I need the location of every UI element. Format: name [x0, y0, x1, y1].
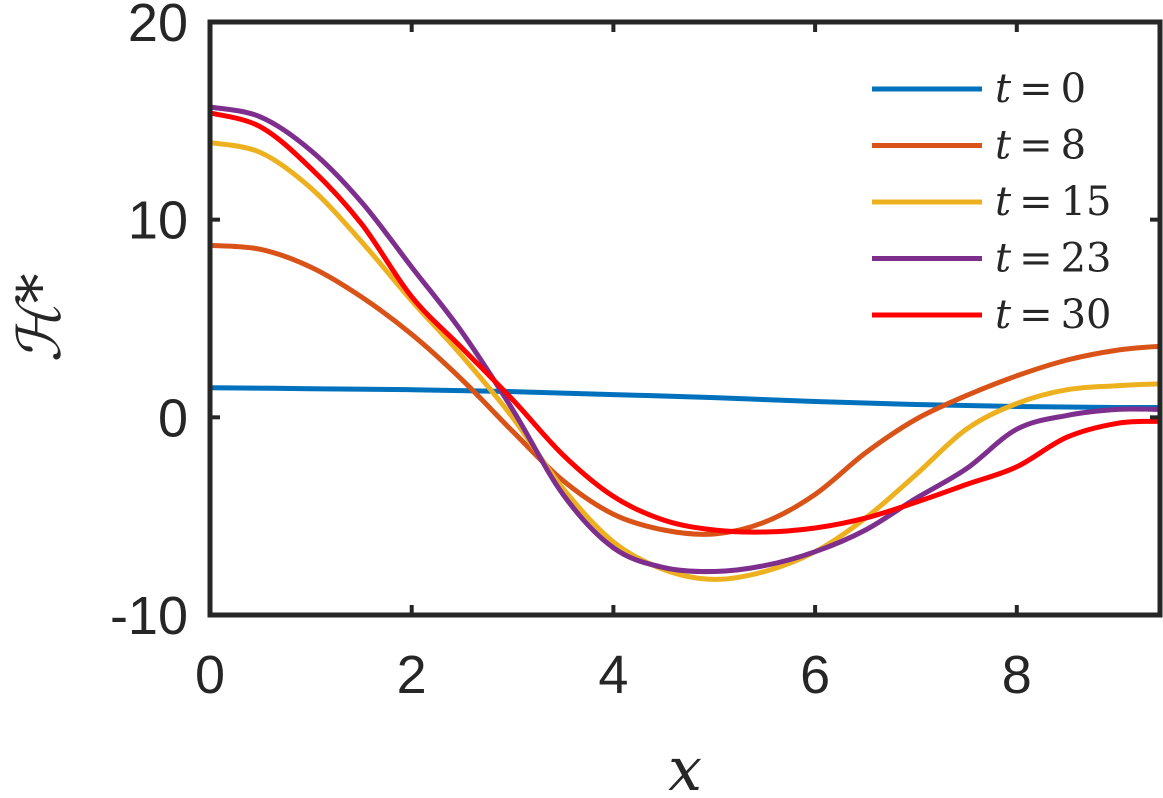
- legend-label: t = 0: [995, 66, 1086, 112]
- y-tick-label: 10: [128, 191, 188, 251]
- legend-label: t = 23: [995, 236, 1111, 282]
- x-tick-label: 8: [1002, 645, 1032, 705]
- x-tick-label: 4: [598, 645, 628, 705]
- plot-area: [210, 22, 1160, 615]
- series-layer: [207, 104, 1163, 582]
- x-tick-label: 2: [397, 645, 427, 705]
- ticks-layer: [208, 20, 1160, 617]
- y-tick-label: 20: [128, 0, 188, 53]
- legend-label: t = 15: [995, 179, 1111, 225]
- legend-label: t = 8: [995, 123, 1086, 169]
- series-line-1: [207, 242, 1163, 537]
- x-tick-label: 0: [195, 645, 225, 705]
- plot-frame: [207, 19, 1163, 618]
- y-tick-label: 0: [158, 388, 188, 448]
- legend-label: t = 30: [995, 292, 1111, 338]
- x-tick-label: 6: [800, 645, 830, 705]
- legend: t = 0 t = 8 t = 15 t = 23 t = 30: [872, 66, 1111, 338]
- y-axis-label: ℋ*: [5, 273, 75, 362]
- series-line-0: [207, 385, 1163, 411]
- series-line-4: [207, 110, 1163, 535]
- series-line-2: [207, 140, 1163, 582]
- x-axis-label: x: [668, 735, 702, 798]
- y-tick-label: -10: [110, 586, 188, 646]
- series-line-3: [207, 104, 1163, 575]
